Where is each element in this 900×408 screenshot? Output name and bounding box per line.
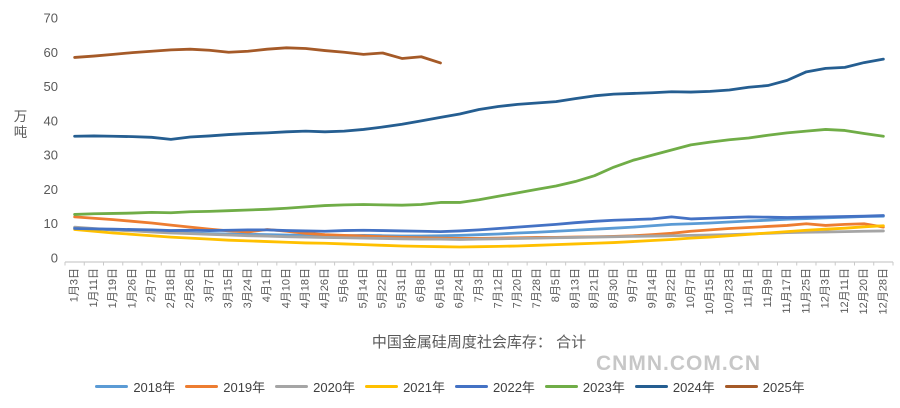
x-axis-tick-label: 12月11日 bbox=[839, 268, 851, 314]
y-axis-tick-label: 10 bbox=[44, 216, 58, 231]
legend-item-2024: 2024年 bbox=[634, 377, 715, 396]
legend: 2018年 2019年 2020年 2021年 2022年 2023年 2024年 2025年 bbox=[0, 377, 900, 396]
x-axis-tick-label: 1月26日 bbox=[126, 268, 138, 308]
y-axis-tick-label: 0 bbox=[51, 251, 58, 266]
legend-swatch bbox=[634, 384, 668, 389]
x-axis-tick-label: 8月21日 bbox=[589, 268, 601, 308]
x-axis-tick-label: 8月13日 bbox=[569, 268, 581, 308]
legend-label: 2018年 bbox=[133, 380, 176, 395]
legend-label: 2021年 bbox=[403, 380, 445, 395]
series-line-2025 bbox=[73, 46, 442, 65]
x-axis-title: 中国金属硅周度社会库存： 合计 bbox=[371, 334, 587, 351]
series-line-2023 bbox=[73, 128, 885, 216]
legend-swatch bbox=[455, 384, 488, 389]
x-axis-tick-label: 8月30日 bbox=[608, 268, 620, 308]
y-axis-tick-label: 50 bbox=[44, 79, 58, 94]
legend-label: 2020年 bbox=[313, 380, 356, 395]
x-axis-tick-label: 1月11日 bbox=[88, 268, 100, 308]
watermark: CNMN.COM.CN bbox=[596, 352, 761, 375]
x-axis-tick-label: 10月23日 bbox=[723, 268, 735, 314]
series-line-2024 bbox=[73, 57, 885, 141]
x-axis-tick-label: 4月1日 bbox=[261, 268, 273, 302]
x-axis-tick-label: 1月19日 bbox=[107, 268, 119, 308]
x-axis-tick-label: 5月14日 bbox=[357, 268, 369, 308]
x-axis-tick-label: 2月7日 bbox=[146, 268, 158, 302]
legend-label: 2019年 bbox=[223, 380, 266, 395]
x-axis-tick-label: 8月5日 bbox=[550, 268, 562, 302]
x-axis-tick-label: 6月8日 bbox=[415, 268, 427, 302]
legend-item-2023: 2023年 bbox=[544, 377, 625, 396]
y-axis-tick-label: 70 bbox=[44, 11, 58, 26]
x-axis-tick-label: 12月28日 bbox=[877, 268, 889, 314]
legend-swatch bbox=[544, 384, 578, 389]
x-axis-tick-label: 3月7日 bbox=[203, 268, 215, 302]
legend-swatch bbox=[95, 384, 129, 389]
x-axis-tick-label: 4月10日 bbox=[280, 268, 292, 308]
x-axis-tick-label: 6月24日 bbox=[454, 268, 466, 308]
legend-swatch bbox=[185, 384, 219, 389]
y-axis-title: 万吨 bbox=[13, 109, 28, 141]
x-axis-tick-label: 2月26日 bbox=[184, 268, 196, 308]
legend-swatch bbox=[724, 384, 758, 389]
series-line-2022 bbox=[73, 214, 885, 234]
x-axis-tick-label: 11月17日 bbox=[781, 268, 793, 314]
legend-label: 2022年 bbox=[493, 380, 535, 395]
x-axis-tick-label: 2月18日 bbox=[165, 268, 177, 308]
x-axis-tick-label: 9月22日 bbox=[666, 268, 678, 308]
legend-item-2022: 2022年 bbox=[455, 377, 535, 396]
legend-item-2018: 2018年 bbox=[95, 377, 175, 396]
y-axis-tick-label: 60 bbox=[44, 45, 58, 60]
x-axis-tick-label: 5月31日 bbox=[396, 268, 408, 308]
x-axis-tick-label: 11月25日 bbox=[800, 268, 812, 314]
x-axis-tick-label: 3月15日 bbox=[223, 268, 235, 308]
legend-swatch bbox=[275, 384, 309, 389]
legend-item-2019: 2019年 bbox=[185, 377, 265, 396]
x-axis-tick-label: 6月16日 bbox=[434, 268, 446, 308]
x-axis-tick-label: 4月26日 bbox=[319, 268, 331, 308]
x-axis-tick-label: 11月1日 bbox=[743, 268, 755, 308]
legend-label: 2023年 bbox=[582, 380, 625, 395]
x-axis-tick-label: 1月3日 bbox=[69, 268, 81, 302]
x-axis-tick-label: 9月7日 bbox=[627, 268, 639, 302]
series-line-2021 bbox=[73, 224, 885, 249]
legend-item-2025: 2025年 bbox=[724, 377, 805, 396]
legend-item-2020: 2020年 bbox=[275, 377, 355, 396]
x-axis-tick-label: 10月7日 bbox=[685, 268, 697, 308]
x-axis-tick-label: 11月9日 bbox=[762, 268, 774, 308]
x-axis-tick-label: 4月18日 bbox=[300, 268, 312, 308]
x-axis-tick-label: 7月12日 bbox=[492, 268, 504, 308]
x-axis-tick-label: 12月20日 bbox=[858, 268, 870, 314]
x-axis-tick-label: 7月3日 bbox=[473, 268, 485, 302]
legend-item-2021: 2021年 bbox=[365, 377, 445, 396]
x-axis-tick-label: 12月3日 bbox=[820, 268, 832, 308]
legend-label: 2024年 bbox=[672, 380, 715, 395]
x-axis-tick-label: 5月6日 bbox=[338, 268, 350, 302]
y-axis-tick-label: 40 bbox=[44, 113, 58, 128]
legend-swatch bbox=[365, 384, 399, 389]
x-axis-tick-label: 9月14日 bbox=[646, 268, 658, 308]
y-axis-tick-label: 30 bbox=[44, 148, 58, 163]
x-axis-tick-label: 3月24日 bbox=[242, 268, 254, 308]
x-axis-tick-label: 10月15日 bbox=[704, 268, 716, 314]
y-axis-tick-label: 20 bbox=[44, 182, 58, 197]
x-axis-tick-label: 7月20日 bbox=[512, 268, 524, 308]
x-axis-tick-label: 7月28日 bbox=[531, 268, 543, 308]
x-axis-tick-label: 5月22日 bbox=[377, 268, 389, 308]
legend-label: 2025年 bbox=[762, 380, 805, 395]
